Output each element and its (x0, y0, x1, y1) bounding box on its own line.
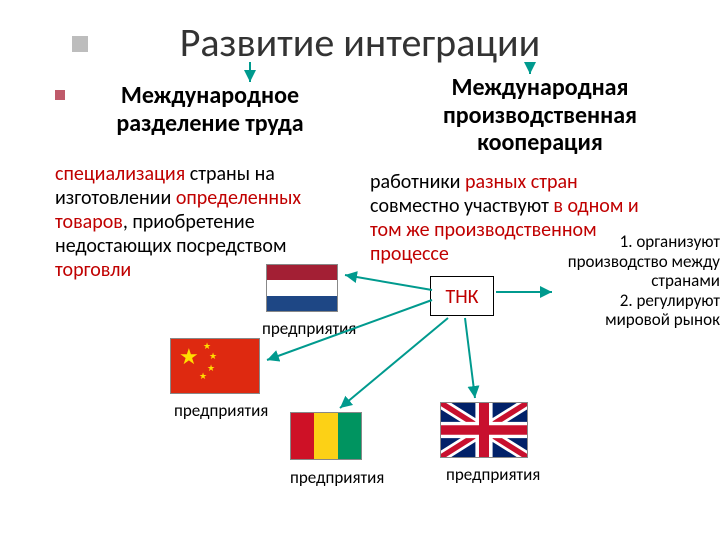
subtitle-left: Международное разделение труда (70, 82, 350, 137)
body-right-a: работники (370, 170, 465, 194)
bullet-left (55, 90, 65, 100)
body-right-c: совместно участвуют (370, 194, 553, 218)
flag-guinea (290, 412, 362, 460)
label-cn: предприятия (174, 400, 268, 421)
label-uk: предприятия (446, 464, 540, 485)
flag-uk (440, 402, 528, 458)
hl-countries: разных стран (465, 170, 578, 194)
hl-trade: торговли (55, 258, 131, 282)
subtitle-right: Международная производственная коопераци… (390, 74, 690, 157)
hl-specialization: специализация (55, 162, 185, 186)
tnk-box: ТНК (430, 276, 494, 316)
flag-china: ★ ★ ★ ★ ★ (170, 338, 260, 394)
label-gn: предприятия (290, 467, 384, 488)
title-bullet (72, 36, 88, 52)
flag-netherlands (266, 264, 338, 312)
label-nl: предприятия (262, 318, 356, 339)
tnk-side-text: 1. организуют производство между странам… (555, 232, 720, 330)
slide-title: Развитие интеграции (110, 18, 610, 67)
